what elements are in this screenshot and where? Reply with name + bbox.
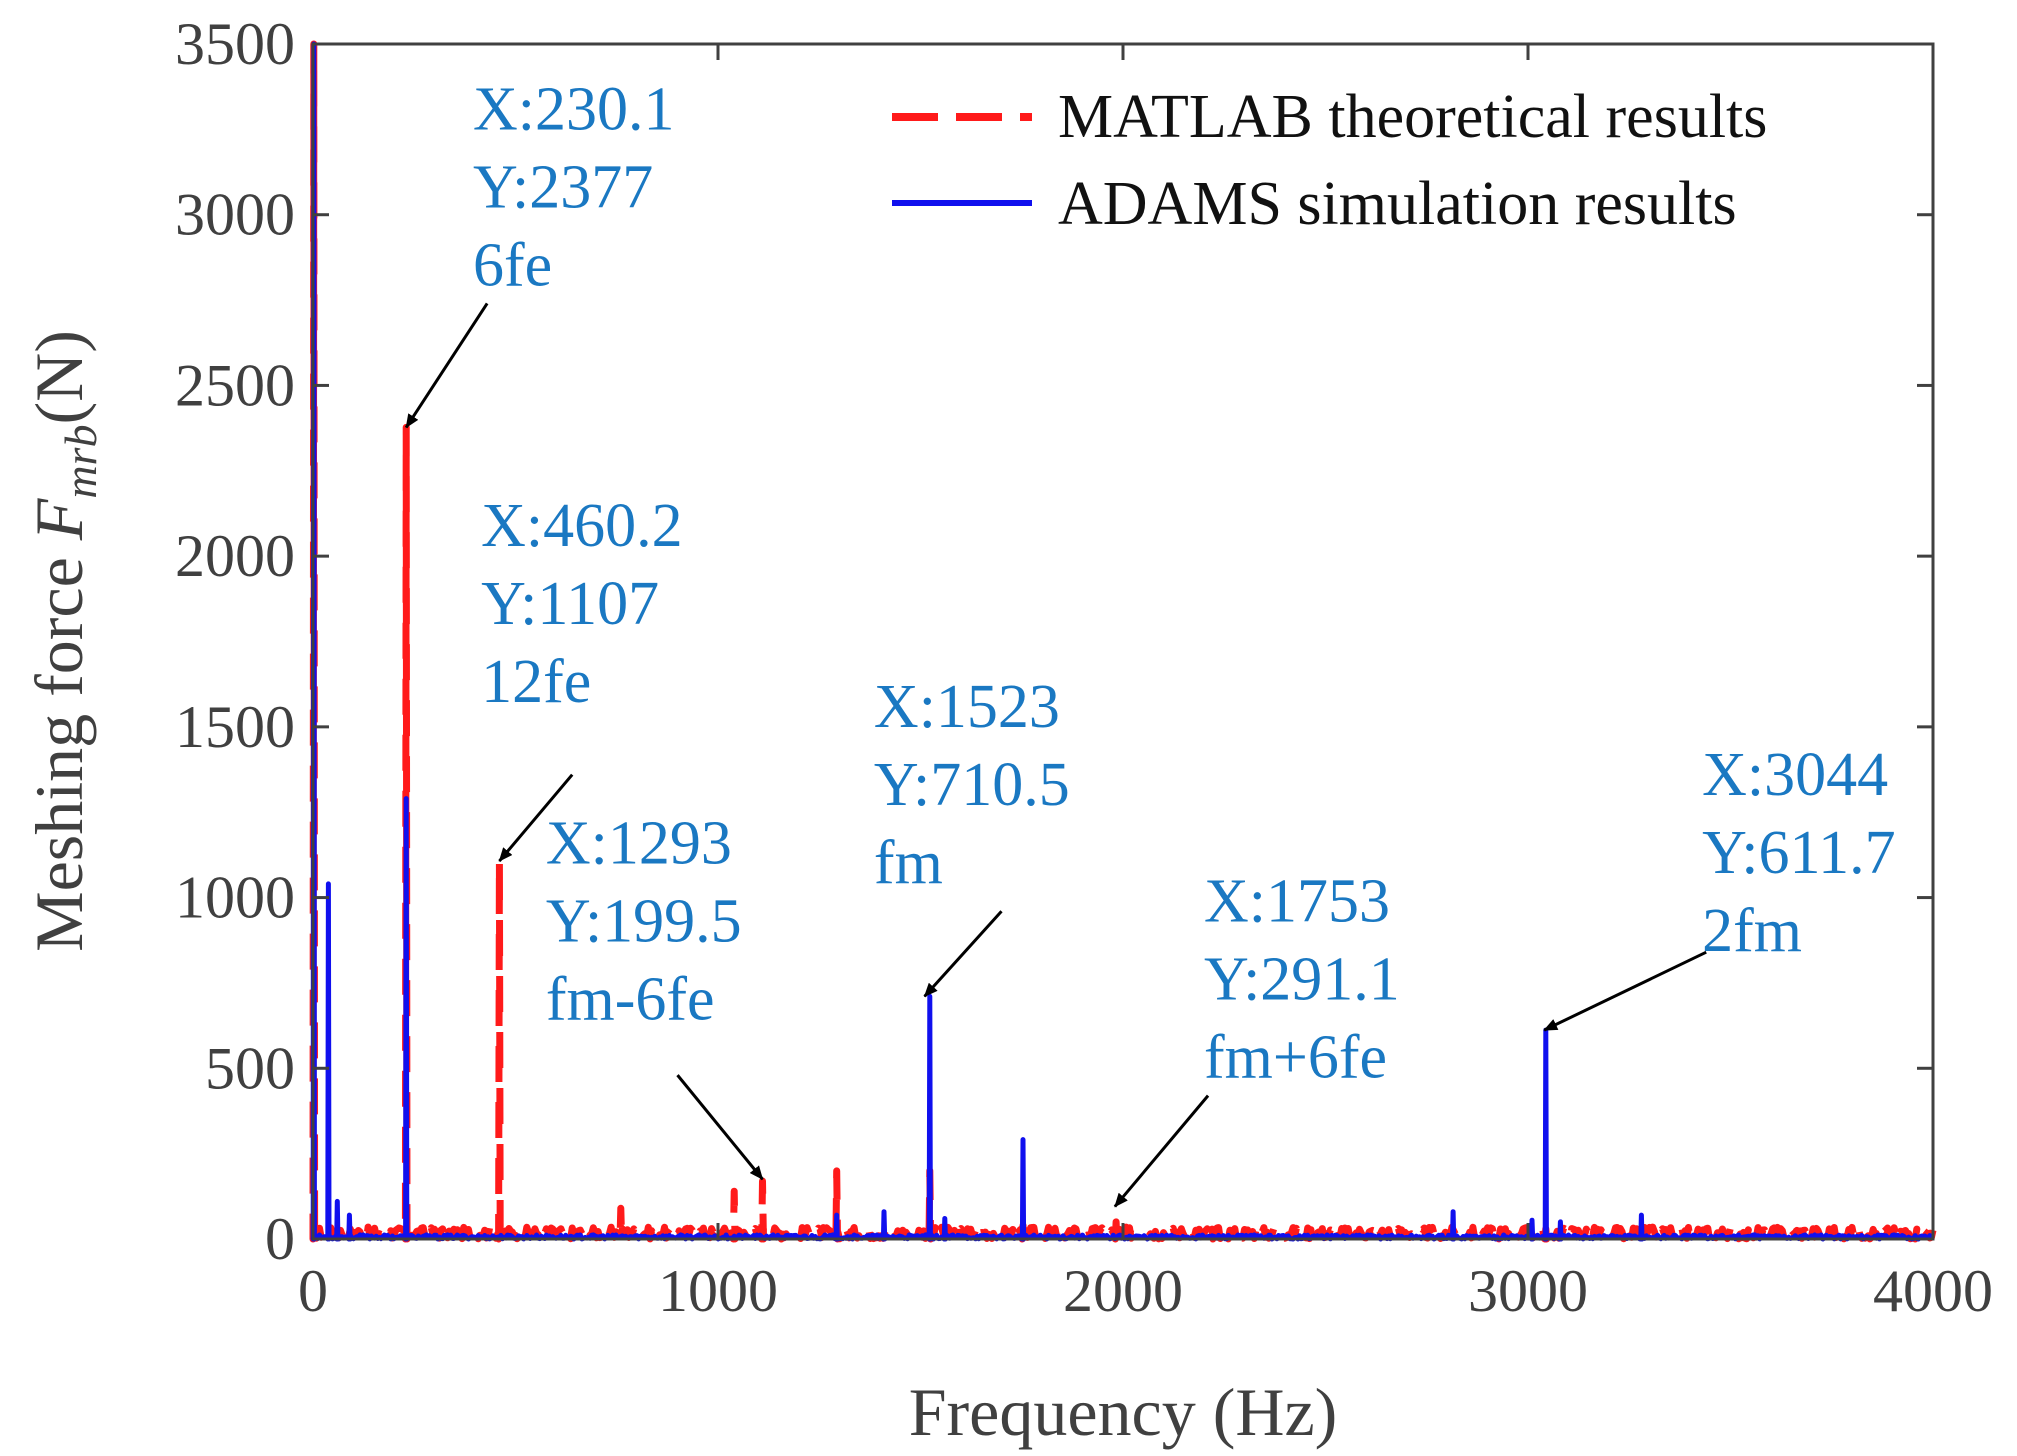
x-tick-label: 1000 — [658, 1258, 778, 1324]
annotation-text: X:3044 — [1702, 741, 1888, 809]
y-tick-label: 0 — [265, 1206, 295, 1272]
annotation-text: Y:199.5 — [546, 887, 742, 955]
x-tick-label: 3000 — [1468, 1258, 1588, 1324]
annotation-text: Y:291.1 — [1204, 945, 1400, 1013]
x-axis-title: Frequency (Hz) — [909, 1374, 1338, 1450]
tick-layer: 0 1000 2000 3000 4000 0 500 1000 1500 2000 2500 300… — [175, 11, 1993, 1324]
y-tick-label: 1500 — [175, 694, 295, 760]
annotation-arrow — [1543, 950, 1707, 1032]
annotation-text: fm-6fe — [546, 965, 715, 1033]
annotation-text: X:1523 — [874, 673, 1060, 741]
annotation-text: X:460.2 — [481, 492, 683, 560]
annotation-text: X:1753 — [1204, 867, 1390, 935]
annotation-text: X:230.1 — [473, 75, 674, 143]
annotation-text: 2fm — [1702, 897, 1802, 965]
annotation-text: Y:611.7 — [1702, 819, 1896, 887]
annotation-arrow — [676, 1074, 764, 1181]
y-tick-label: 2000 — [175, 523, 295, 589]
annotation-text: fm+6fe — [1204, 1023, 1387, 1091]
legend: MATLAB theoretical results ADAMS simulat… — [892, 83, 1767, 238]
y-axis-title-prefix: Meshing force — [21, 540, 97, 952]
x-tick-label: 2000 — [1063, 1258, 1183, 1324]
y-tick-label: 1000 — [175, 865, 295, 931]
x-tick-label: 0 — [298, 1258, 328, 1324]
y-tick-label: 500 — [205, 1035, 295, 1101]
annotation-text: Y:710.5 — [874, 751, 1070, 819]
y-tick-label: 3000 — [175, 182, 295, 248]
legend-matlab-label: MATLAB theoretical results — [1058, 83, 1767, 151]
annotation-text: 12fe — [481, 648, 591, 716]
annotation-text: X:1293 — [546, 809, 732, 877]
y-axis-title: Meshing force Fmrb(N) — [21, 330, 106, 952]
annotation-arrow — [923, 910, 1003, 998]
annotation-text: 6fe — [473, 231, 552, 299]
annotation-text: fm — [874, 829, 943, 897]
legend-adams-label: ADAMS simulation results — [1058, 170, 1737, 238]
y-axis-title-symbol: F — [21, 497, 97, 541]
y-axis-title-subscript: mrb — [55, 425, 106, 499]
y-axis-title-unit: (N) — [21, 330, 97, 424]
annotation-arrow — [498, 773, 574, 863]
y-tick-label: 2500 — [175, 352, 295, 418]
annotation-arrow — [404, 302, 489, 429]
series-matlab-line — [309, 40, 1937, 1243]
x-tick-label: 4000 — [1873, 1258, 1993, 1324]
annotation-arrow — [1113, 1094, 1210, 1208]
annotation-text: Y:2377 — [473, 153, 653, 221]
annotation-text: Y:1107 — [481, 570, 659, 638]
annotation-layer: X:230.1 Y:2377 6fe X:460.2 Y:1107 12fe X:1293 Y… — [404, 75, 1896, 1208]
y-tick-label: 3500 — [175, 11, 295, 77]
